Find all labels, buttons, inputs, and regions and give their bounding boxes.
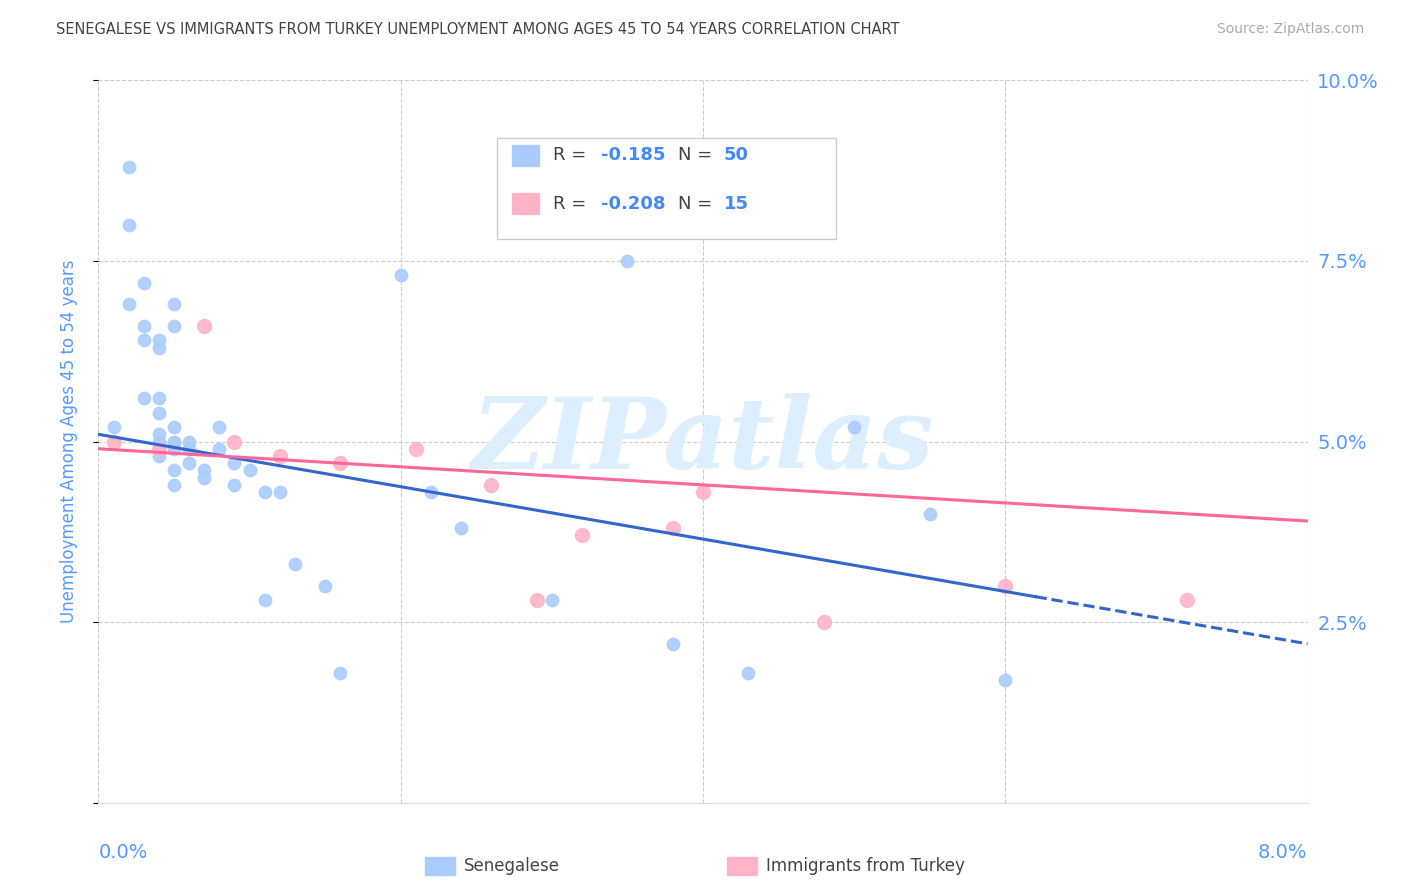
Point — [284, 558, 307, 572]
FancyBboxPatch shape — [512, 145, 538, 166]
Point — [224, 434, 246, 449]
Point — [813, 615, 835, 630]
Point — [148, 406, 170, 420]
Point — [737, 665, 759, 680]
Point — [420, 485, 443, 500]
Point — [526, 593, 548, 607]
Point — [253, 485, 276, 500]
Point — [132, 318, 155, 333]
Point — [163, 420, 186, 434]
Point — [148, 442, 170, 456]
Point — [148, 449, 170, 463]
FancyBboxPatch shape — [727, 857, 758, 875]
Point — [540, 593, 562, 607]
Point — [148, 391, 170, 405]
Text: SENEGALESE VS IMMIGRANTS FROM TURKEY UNEMPLOYMENT AMONG AGES 45 TO 54 YEARS CORR: SENEGALESE VS IMMIGRANTS FROM TURKEY UNE… — [56, 22, 900, 37]
Point — [148, 442, 170, 456]
Point — [179, 456, 201, 470]
Point — [692, 485, 714, 500]
Text: 50: 50 — [724, 146, 748, 164]
Text: 8.0%: 8.0% — [1258, 843, 1308, 862]
Point — [269, 485, 291, 500]
FancyBboxPatch shape — [512, 194, 538, 214]
Text: R =: R = — [553, 194, 592, 212]
Point — [118, 160, 141, 174]
Text: 15: 15 — [724, 194, 748, 212]
Point — [193, 318, 215, 333]
Point — [661, 521, 683, 535]
Text: Senegalese: Senegalese — [464, 856, 560, 875]
Point — [132, 334, 155, 348]
Point — [994, 579, 1017, 593]
Point — [163, 434, 186, 449]
Point — [405, 442, 427, 456]
Point — [163, 318, 186, 333]
Point — [163, 434, 186, 449]
Point — [148, 334, 170, 348]
Point — [918, 507, 941, 521]
Point — [481, 478, 503, 492]
Point — [163, 463, 186, 477]
FancyBboxPatch shape — [425, 857, 456, 875]
Point — [208, 442, 231, 456]
Point — [661, 637, 683, 651]
Point — [132, 391, 155, 405]
Text: -0.208: -0.208 — [602, 194, 666, 212]
Point — [314, 579, 336, 593]
Text: Immigrants from Turkey: Immigrants from Turkey — [766, 856, 965, 875]
Point — [844, 420, 866, 434]
Point — [224, 456, 246, 470]
Point — [148, 341, 170, 355]
Text: Source: ZipAtlas.com: Source: ZipAtlas.com — [1216, 22, 1364, 37]
Point — [193, 463, 215, 477]
Point — [148, 434, 170, 449]
Point — [269, 449, 291, 463]
Point — [571, 528, 593, 542]
Point — [616, 254, 638, 268]
Point — [103, 434, 125, 449]
Point — [1175, 593, 1198, 607]
Point — [253, 593, 276, 607]
Text: 0.0%: 0.0% — [98, 843, 148, 862]
Point — [103, 420, 125, 434]
Point — [239, 463, 262, 477]
Y-axis label: Unemployment Among Ages 45 to 54 years: Unemployment Among Ages 45 to 54 years — [59, 260, 77, 624]
Point — [163, 478, 186, 492]
Point — [389, 268, 412, 283]
Point — [193, 471, 215, 485]
Text: N =: N = — [678, 146, 717, 164]
Point — [329, 665, 352, 680]
Point — [329, 456, 352, 470]
Text: -0.185: -0.185 — [602, 146, 666, 164]
Text: ZIPatlas: ZIPatlas — [472, 393, 934, 490]
Text: R =: R = — [553, 146, 592, 164]
Point — [208, 420, 231, 434]
Point — [132, 276, 155, 290]
Point — [148, 427, 170, 442]
Point — [450, 521, 472, 535]
Point — [118, 218, 141, 232]
Point — [994, 673, 1017, 687]
Point — [163, 297, 186, 311]
Point — [224, 478, 246, 492]
Point — [179, 434, 201, 449]
Point — [179, 442, 201, 456]
Point — [163, 442, 186, 456]
Point — [118, 297, 141, 311]
FancyBboxPatch shape — [498, 138, 837, 239]
Text: N =: N = — [678, 194, 717, 212]
